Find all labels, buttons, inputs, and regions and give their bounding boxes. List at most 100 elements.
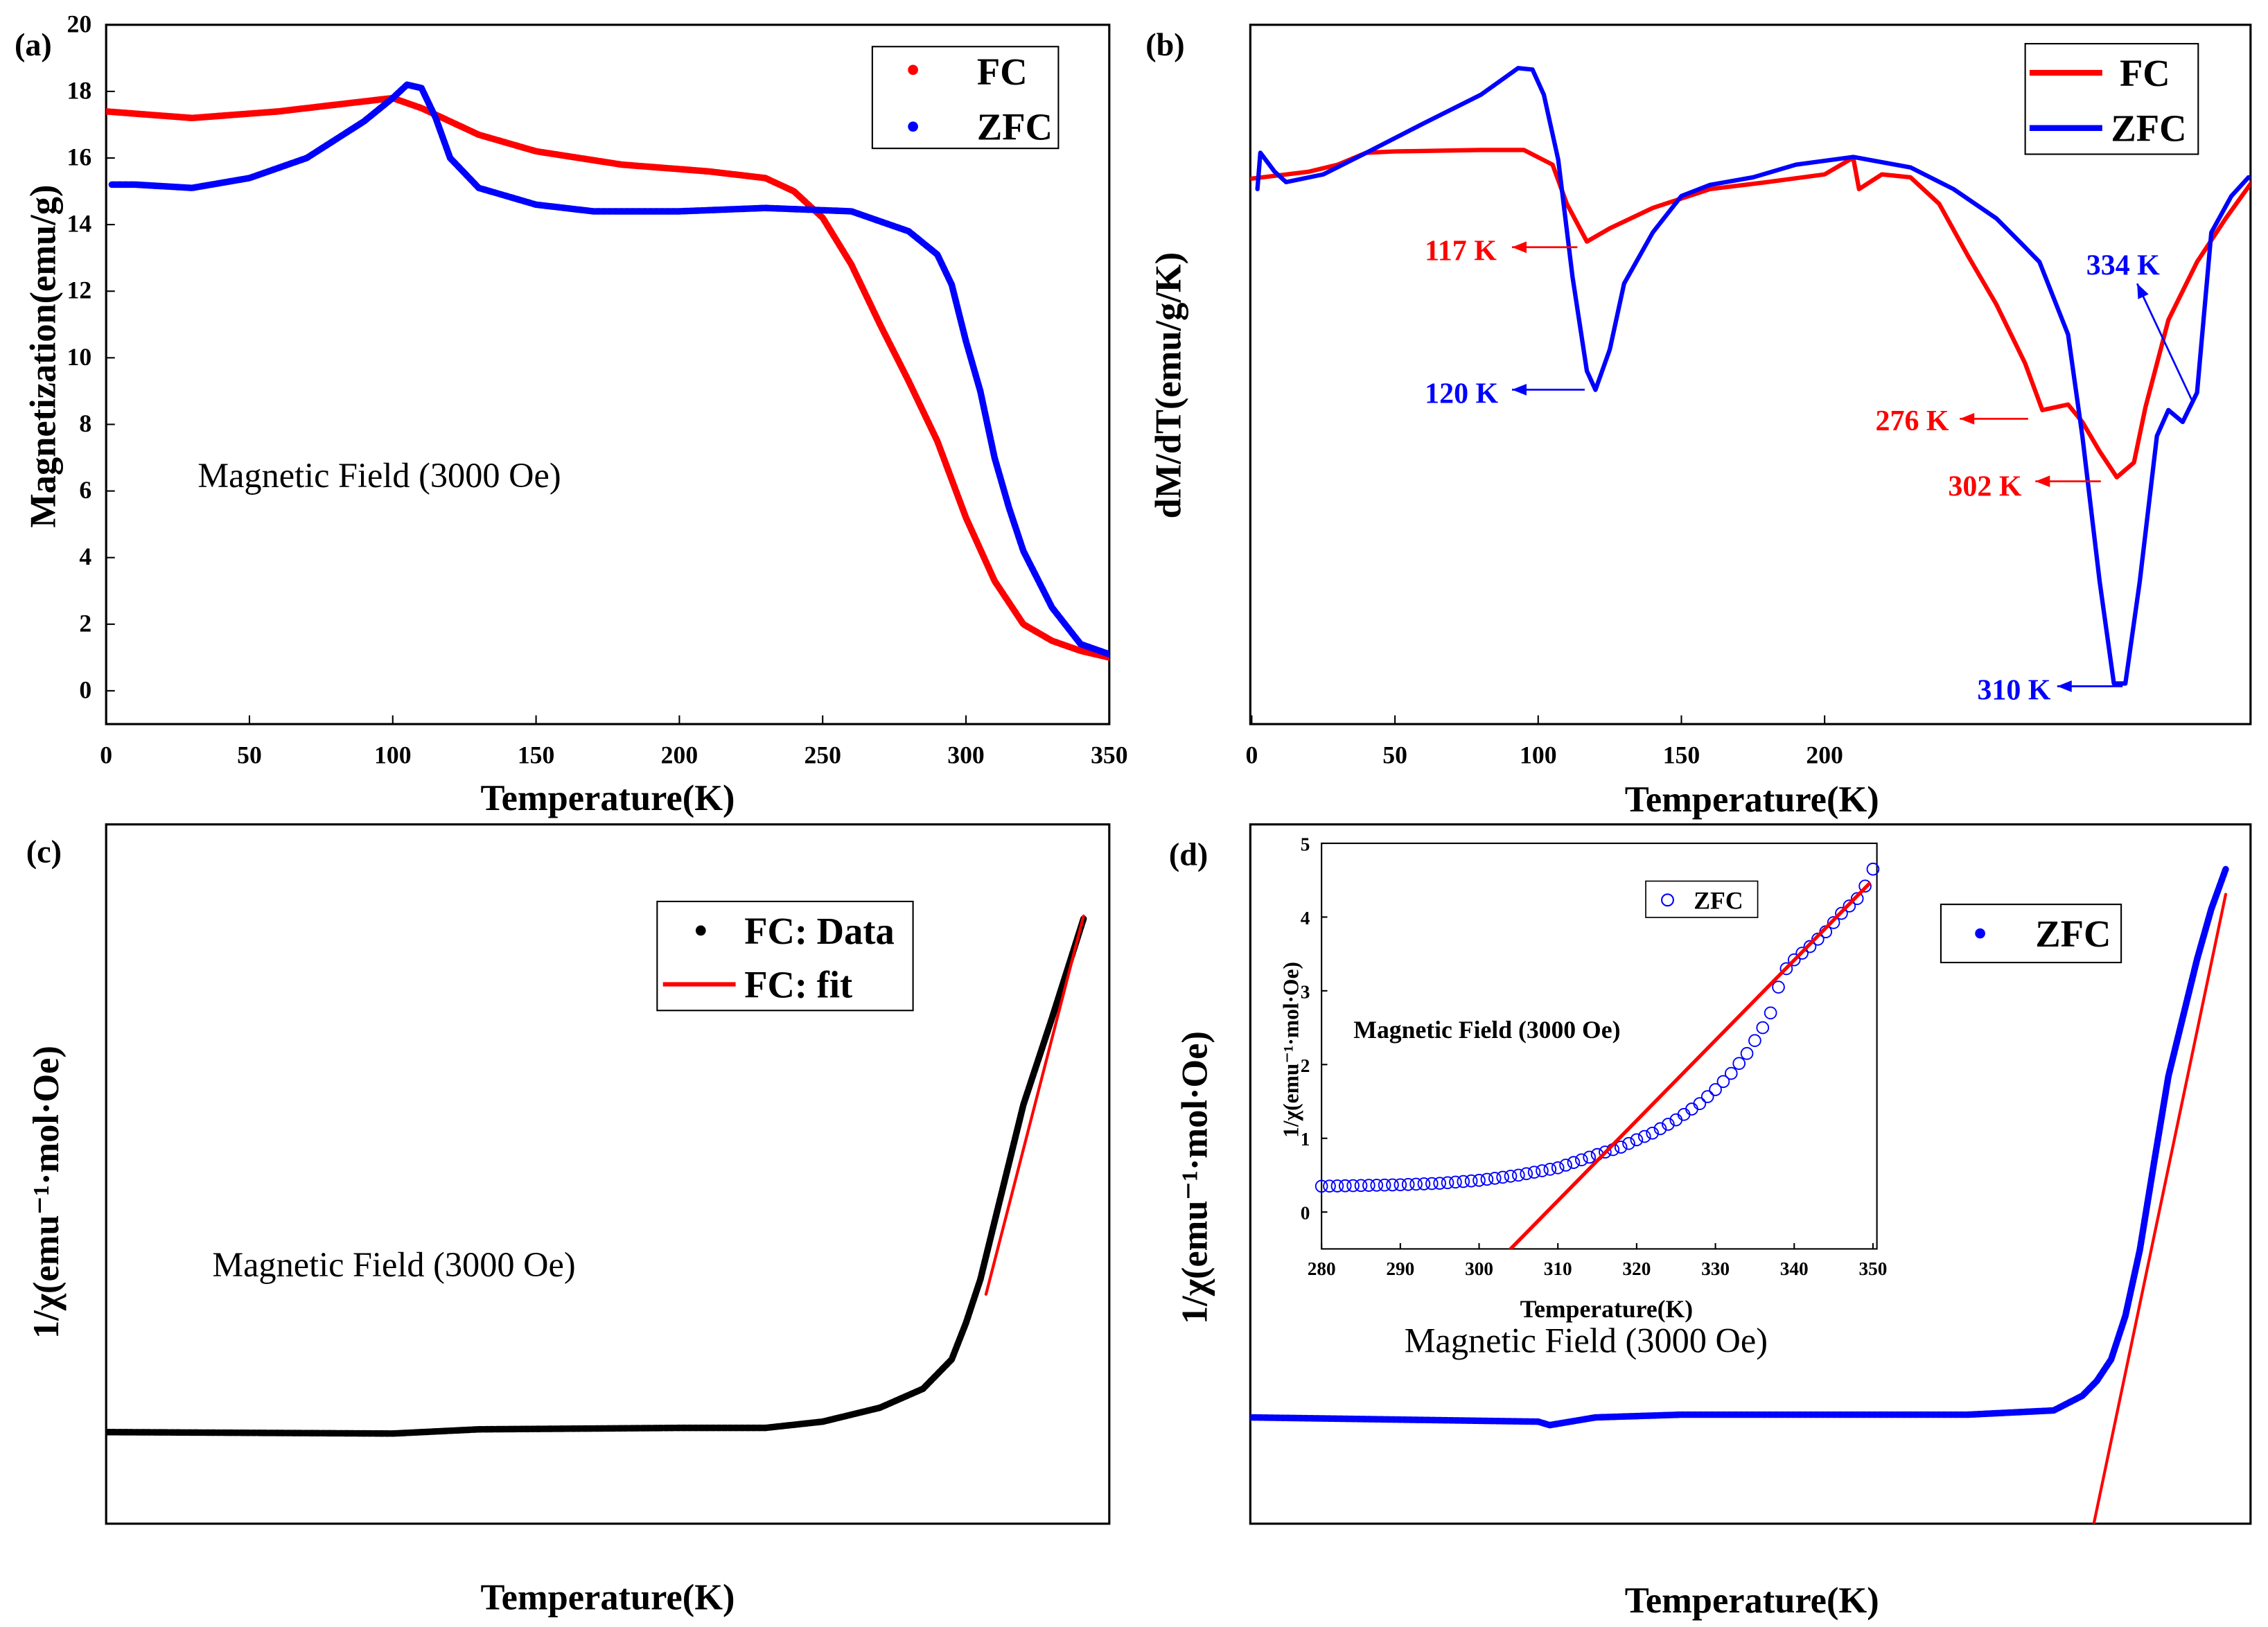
x-tick-label: 50 (1382, 741, 1407, 769)
x-tick-label: 330 (1701, 1258, 1730, 1279)
legend-fc-label: FC (2120, 52, 2170, 94)
x-tick-label: 340 (1780, 1258, 1809, 1279)
annotation-117k: 117 K (1425, 236, 1497, 267)
data-point (1630, 1133, 1644, 1147)
panel-label-c: (c) (26, 834, 62, 869)
panel-c-ylabel: 1/χ(emu⁻¹·mol·Oe) (26, 1046, 67, 1339)
data-point (1803, 940, 1817, 953)
legend-zfc-label: ZFC (2111, 107, 2186, 150)
x-tick-label: 100 (1520, 741, 1556, 769)
y-tick-label: 4 (79, 543, 91, 570)
data-point (1551, 1161, 1565, 1175)
legend-zfc-marker (1975, 928, 1985, 939)
y-tick-label: 10 (67, 343, 92, 371)
data-point (1559, 1159, 1572, 1172)
data-point (1504, 1170, 1518, 1183)
x-tick-label: 290 (1386, 1258, 1414, 1279)
y-tick-label: 0 (79, 676, 91, 703)
annotation-302k: 302 K (1948, 471, 2021, 503)
data-point (1653, 1122, 1667, 1136)
data-point (1417, 1177, 1431, 1190)
panel-label-d: (d) (1169, 836, 1208, 872)
arrowhead-icon (2057, 680, 2072, 692)
data-point (1362, 1179, 1375, 1192)
data-point (1433, 1177, 1447, 1190)
data-point (1709, 1083, 1722, 1096)
y-tick-label: 4 (1301, 908, 1310, 929)
data-point (1567, 1156, 1581, 1169)
data-point (1480, 1172, 1494, 1186)
data-point (1787, 953, 1801, 967)
x-tick-label: 200 (1806, 741, 1843, 769)
x-tick-label: 150 (518, 741, 554, 769)
annotation-arrows (1512, 241, 2194, 692)
x-tick-label: 280 (1308, 1258, 1336, 1279)
annotation-120k: 120 K (1425, 378, 1498, 410)
series-fit-line (1509, 881, 1871, 1249)
data-point (1811, 933, 1825, 946)
legend-zfc-marker (908, 121, 918, 132)
data-point (1740, 1046, 1754, 1060)
data-point (1748, 1034, 1761, 1048)
data-point (1858, 879, 1872, 893)
x-tick-label: 200 (661, 741, 698, 769)
panel-c-xlabel: Temperature(K) (481, 1578, 735, 1618)
data-point (1843, 899, 1856, 913)
annotation-276k: 276 K (1876, 405, 1949, 437)
data-point (1779, 962, 1793, 976)
series-zfc (1315, 862, 1880, 1193)
x-tick-label: 300 (947, 741, 984, 769)
x-tick-label: 320 (1622, 1258, 1651, 1279)
data-point (1488, 1172, 1502, 1185)
legend-zfc-label: ZFC (2035, 913, 2111, 955)
data-point (1866, 862, 1880, 876)
x-tick-label: 250 (804, 741, 841, 769)
data-point (1394, 1178, 1407, 1192)
panel-d-inset: 280 290 300 310 320 330 340 350 0 1 2 3 4 5 (1301, 834, 1888, 1280)
data-point (1473, 1174, 1486, 1187)
panel-d-legend: ZFC (1940, 904, 2122, 964)
series-fc (1250, 148, 2251, 480)
y-tick-label: 2 (1301, 1055, 1310, 1076)
inset-xlabel: Temperature(K) (1520, 1295, 1694, 1323)
y-tick-label: 12 (67, 276, 92, 304)
y-tick-label: 16 (67, 143, 92, 171)
data-point (1583, 1150, 1597, 1164)
data-point (1330, 1179, 1344, 1193)
panel-a-xlabel: Temperature(K) (481, 778, 735, 818)
panel-d-field-note: Magnetic Field (3000 Oe) (1405, 1321, 1768, 1360)
panel-a-legend: FC ZFC (871, 46, 1060, 150)
plot-frame (1321, 842, 1878, 1250)
annotation-334k: 334 K (2086, 250, 2160, 282)
data-point (1520, 1167, 1533, 1181)
y-tick-label: 0 (1301, 1203, 1310, 1224)
series-fc-fit-line (984, 914, 1085, 1296)
inset-legend: ZFC (1645, 880, 1759, 918)
data-point (1315, 1179, 1328, 1193)
arrowhead-icon (2035, 475, 2050, 487)
legend-zfc-marker (1661, 893, 1674, 907)
panel-label-a: (a) (15, 27, 52, 62)
panel-a-ylabel: Magnetization(emu/g) (24, 185, 64, 528)
panel-b-ylabel: dM/dT(emu/g/K) (1149, 252, 1189, 519)
data-point (1457, 1175, 1470, 1188)
data-point (1646, 1126, 1659, 1140)
x-tick-label: 310 (1544, 1258, 1572, 1279)
data-point (1662, 1118, 1675, 1131)
series-fit-line (2092, 892, 2228, 1524)
panel-b-annotations: 117 K 120 K 276 K 302 K 310 K 334 K (1425, 236, 2160, 707)
x-tick-label: 0 (1245, 741, 1258, 769)
y-tick-label: 2 (79, 609, 91, 637)
y-tick-label: 14 (67, 210, 92, 238)
panel-c (105, 823, 1111, 1525)
plot-frame (105, 823, 1111, 1525)
data-point (1449, 1175, 1462, 1189)
data-point (1512, 1168, 1525, 1182)
arrowhead-icon (1960, 412, 1975, 425)
legend-fc-label: FC (977, 51, 1028, 93)
y-tick-label: 3 (1301, 981, 1310, 1002)
panel-d-ylabel: 1/χ(emu⁻¹·mol·Oe) (1175, 1031, 1215, 1324)
y-tick-label: 8 (79, 410, 91, 437)
data-point (1543, 1163, 1557, 1176)
data-point (1850, 892, 1864, 906)
